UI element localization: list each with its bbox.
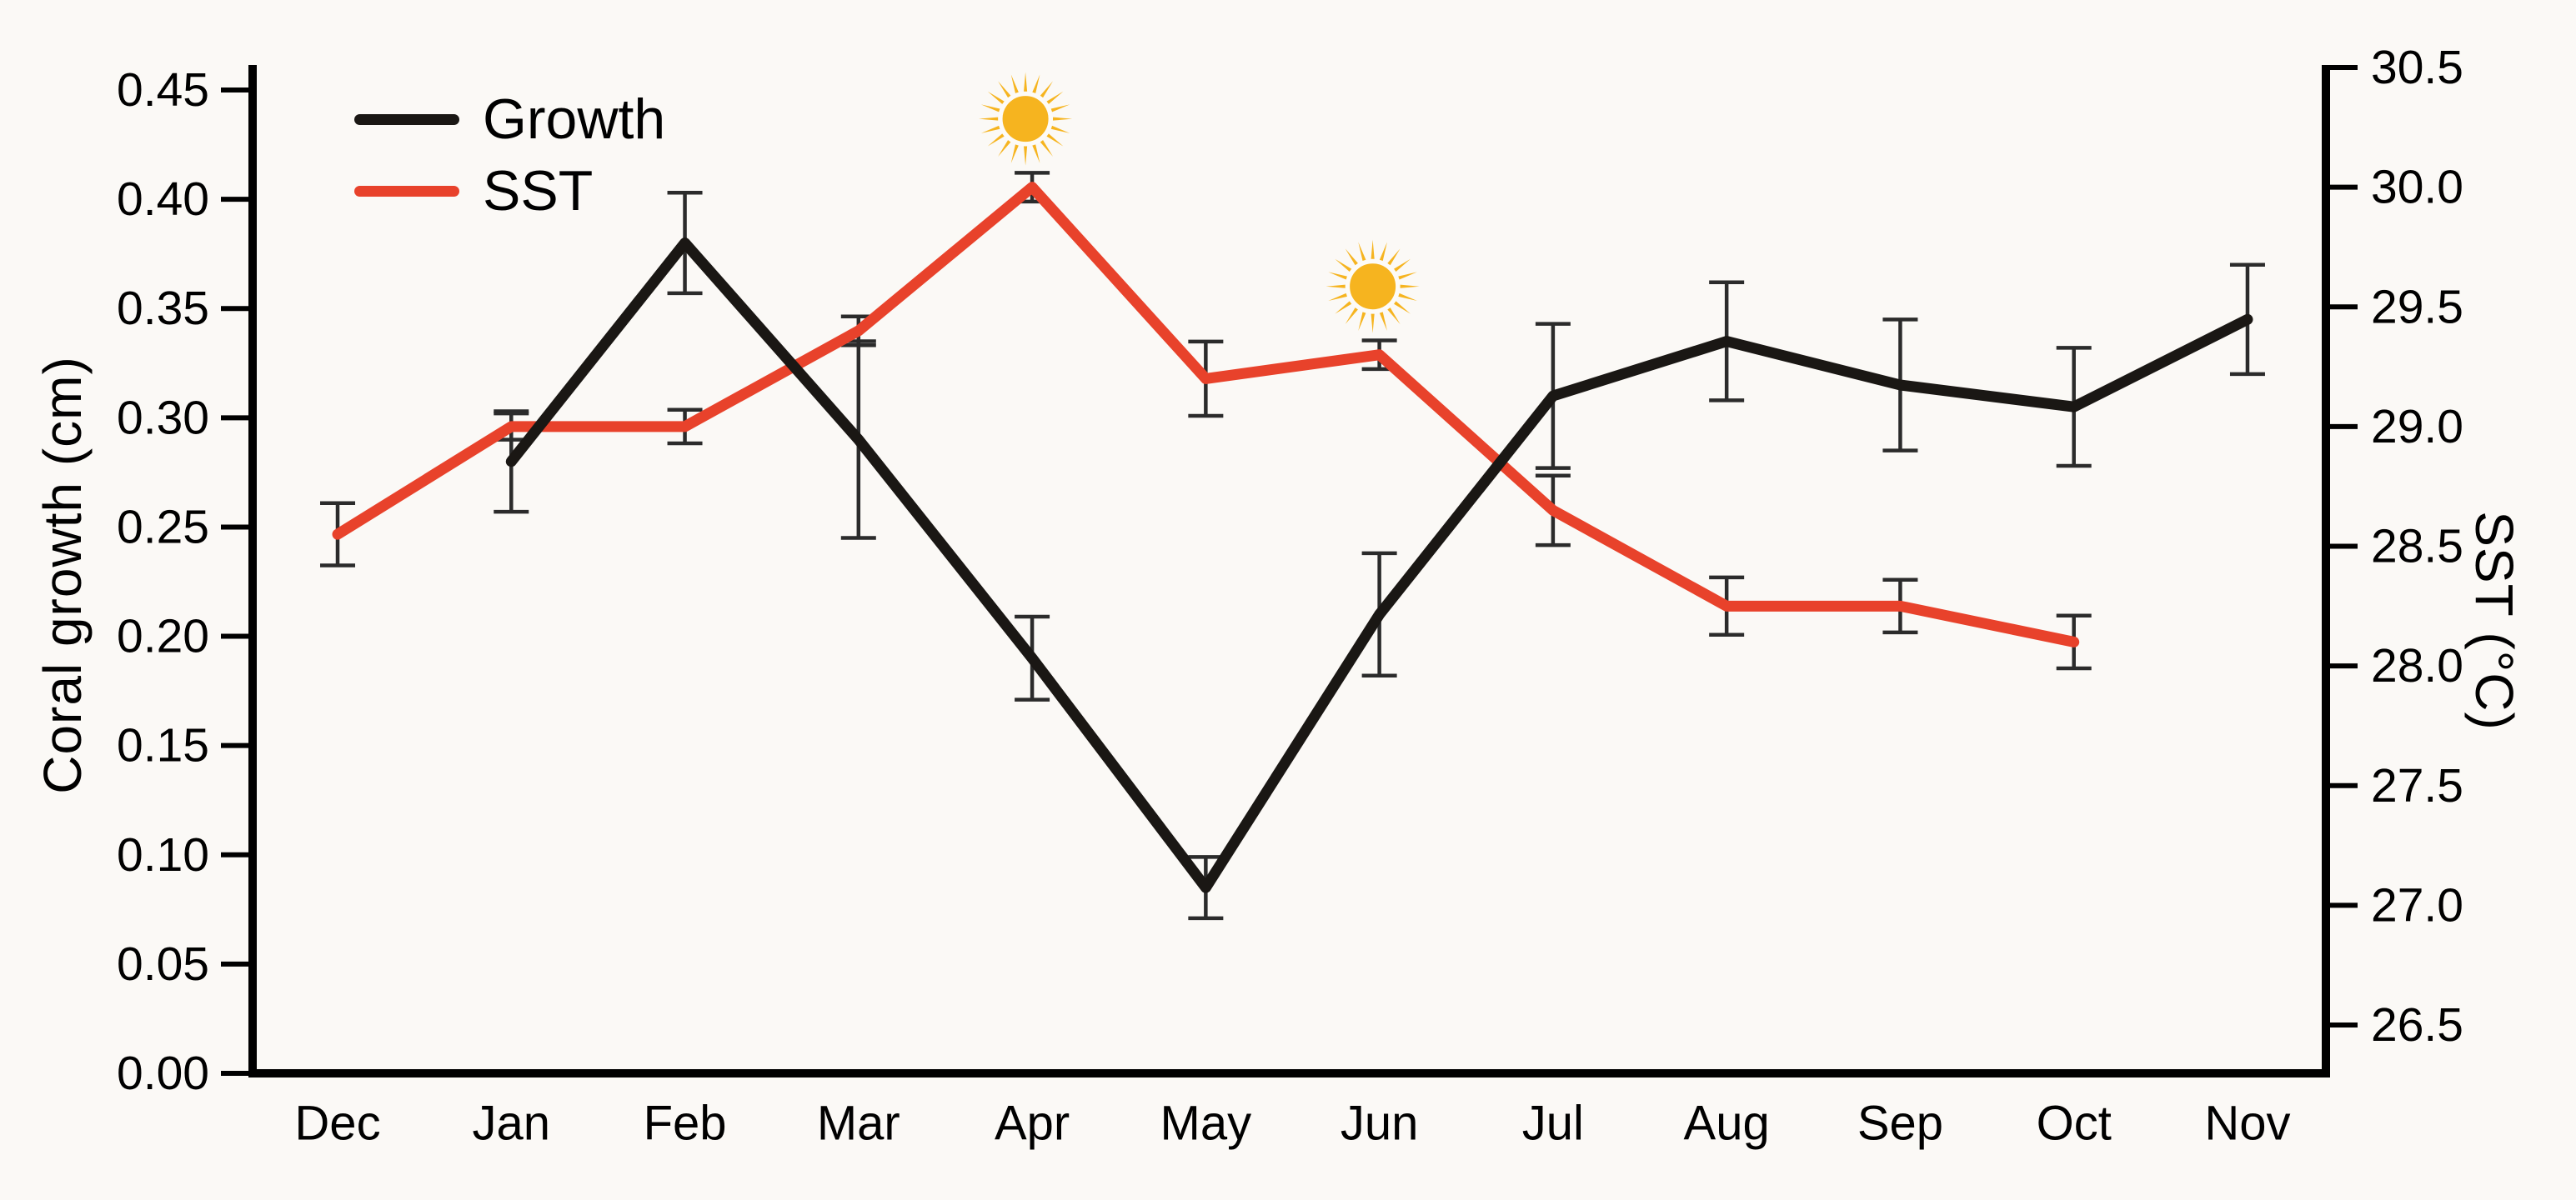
left-tick-label: 0.15	[117, 719, 209, 772]
month-label: Oct	[2037, 1097, 2112, 1151]
sun-ray	[979, 117, 999, 121]
sun-ray	[1345, 308, 1358, 325]
left-tick-label: 0.05	[117, 938, 209, 991]
month-label: Jun	[1341, 1097, 1419, 1151]
sun-ray	[987, 91, 1005, 104]
sst-line-swatch	[354, 185, 459, 197]
month-label: Mar	[817, 1097, 900, 1151]
sun-ray	[1335, 258, 1352, 272]
sun-ray	[1379, 242, 1387, 262]
sun-ray	[1050, 104, 1070, 112]
left-tick-label: 0.00	[117, 1047, 209, 1100]
sun-ray	[1400, 284, 1420, 288]
right-axis-ticks: 26.5 27.0 27.5 28.0 28.5 29.0 29.5 30.0 30.5	[2326, 41, 2463, 1052]
x-axis-labels: Dec Jan Feb Mar Apr May Jun Jul Aug Sep Oct Nov	[294, 1097, 2290, 1151]
sun-ray	[1371, 239, 1375, 259]
left-tick-label: 0.40	[117, 172, 209, 226]
left-tick-label: 0.25	[117, 500, 209, 553]
right-tick-label: 28.5	[2371, 520, 2463, 573]
month-label: May	[1160, 1097, 1252, 1151]
left-tick-label: 0.45	[117, 63, 209, 117]
sun-ray	[1345, 248, 1358, 266]
legend-item-sst: SST	[354, 155, 665, 227]
left-axis-title: Coral growth (cm)	[33, 356, 93, 794]
sun-ray	[1371, 313, 1375, 333]
sun-ray	[1387, 308, 1401, 325]
sun-ray	[980, 104, 1000, 112]
axes	[248, 65, 2330, 1078]
growth-line	[505, 238, 2253, 893]
legend: Growth SST	[354, 83, 665, 227]
sun-ray	[1032, 74, 1040, 93]
sun-ray	[1398, 292, 1417, 302]
sun-ray	[1326, 284, 1346, 288]
sun-ray	[1335, 301, 1352, 314]
sun-ray	[987, 133, 1005, 147]
sun-ray	[1024, 146, 1028, 166]
sun-ray	[1387, 248, 1401, 266]
month-label: Apr	[995, 1097, 1070, 1151]
left-tick-label: 0.20	[117, 610, 209, 663]
sun-ray	[1328, 272, 1347, 280]
right-tick-label: 27.0	[2371, 878, 2463, 932]
left-tick-label: 0.10	[117, 828, 209, 882]
sun-ray	[1328, 292, 1347, 302]
legend-label-growth: Growth	[483, 88, 666, 151]
sun-ray	[1394, 301, 1411, 314]
sun-icon	[1326, 239, 1420, 333]
sun-icon	[979, 72, 1073, 166]
sun-ray	[1010, 144, 1019, 163]
sun-ray	[1046, 133, 1064, 147]
sun-ray	[998, 81, 1011, 98]
sst-line	[332, 182, 2080, 648]
month-label: Nov	[2204, 1097, 2290, 1151]
sun-ray	[1358, 312, 1366, 331]
sun-ray	[1394, 258, 1411, 272]
error-bars	[320, 171, 2265, 921]
sun-ray	[1032, 144, 1040, 163]
month-label: Feb	[644, 1097, 727, 1151]
growth-line-swatch	[354, 113, 459, 125]
right-tick-label: 27.5	[2371, 759, 2463, 812]
month-label: Jul	[1522, 1097, 1584, 1151]
month-label: Jan	[473, 1097, 551, 1151]
sun-disc	[998, 92, 1053, 147]
sun-ray	[1010, 74, 1019, 93]
right-tick-label: 26.5	[2371, 998, 2463, 1052]
left-tick-label: 0.35	[117, 282, 209, 335]
legend-item-growth: Growth	[354, 83, 665, 155]
legend-label-sst: SST	[483, 159, 594, 222]
sun-ray	[1050, 125, 1070, 133]
sun-ray	[1024, 72, 1028, 92]
sun-ray	[1398, 272, 1417, 280]
month-label: Sep	[1857, 1097, 1943, 1151]
right-tick-label: 29.5	[2371, 280, 2463, 333]
sun-ray	[1358, 242, 1366, 262]
month-label: Aug	[1684, 1097, 1770, 1151]
sun-ray	[1040, 140, 1053, 157]
sun-ray	[998, 140, 1011, 157]
right-tick-label: 30.5	[2371, 41, 2463, 94]
right-tick-label: 29.0	[2371, 400, 2463, 453]
sun-ray	[1046, 91, 1064, 104]
left-tick-label: 0.30	[117, 391, 209, 444]
sun-ray	[980, 125, 1000, 133]
right-axis-title: SST (°C)	[2464, 511, 2524, 731]
left-axis-ticks: 0.00 0.05 0.10 0.15 0.20 0.25 0.30 0.35 0.40 0.45	[117, 63, 253, 1100]
right-tick-label: 28.0	[2371, 639, 2463, 692]
sun-ray	[1053, 117, 1073, 121]
sun-ray	[1379, 312, 1387, 331]
sun-disc	[1346, 259, 1401, 314]
month-label: Dec	[294, 1097, 380, 1151]
right-tick-label: 30.0	[2371, 161, 2463, 214]
sun-ray	[1040, 81, 1053, 98]
